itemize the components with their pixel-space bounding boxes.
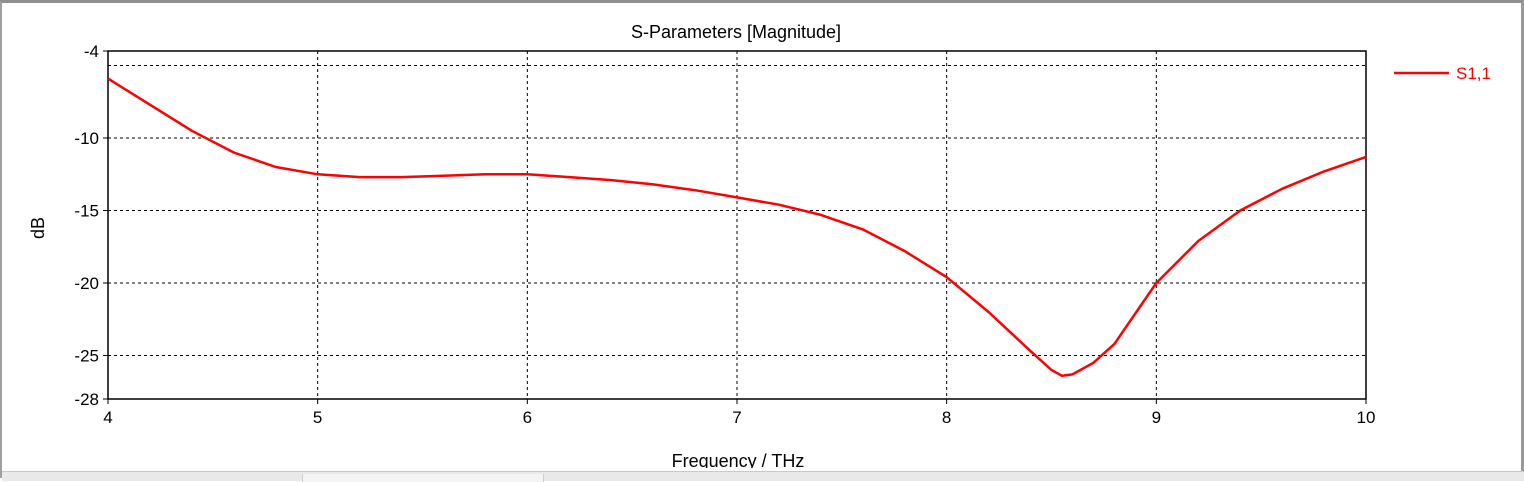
x-tick-label: 4	[103, 408, 112, 427]
bottom-tab[interactable]	[302, 474, 544, 482]
x-tick-label: 9	[1152, 408, 1161, 427]
x-tick-label: 8	[942, 408, 951, 427]
chart-title: S-Parameters [Magnitude]	[631, 22, 841, 42]
series-line-s11	[107, 77, 1367, 378]
s-parameter-chart: 4 5 6 7 8 9 10 -4 -10 -15 -20 -25 -28 S1,1 S-Paramete…	[28, 22, 1491, 468]
bottom-tab-strip	[2, 471, 1524, 482]
x-tick-label: 5	[313, 408, 322, 427]
x-tick-label: 6	[523, 408, 532, 427]
y-tick-label: -25	[74, 347, 99, 366]
x-tick-label: 10	[1357, 408, 1376, 427]
y-axis-label: dB	[28, 217, 48, 239]
y-tick-label: -10	[74, 129, 99, 148]
y-tick-label: -20	[74, 274, 99, 293]
y-tick-label: -4	[84, 42, 99, 61]
x-tick-label: 7	[732, 408, 741, 427]
x-axis-label: Frequency / THz	[672, 451, 805, 468]
y-tick-label: -28	[74, 390, 99, 409]
y-tick-label: -15	[74, 202, 99, 221]
legend-label: S1,1	[1456, 64, 1491, 83]
